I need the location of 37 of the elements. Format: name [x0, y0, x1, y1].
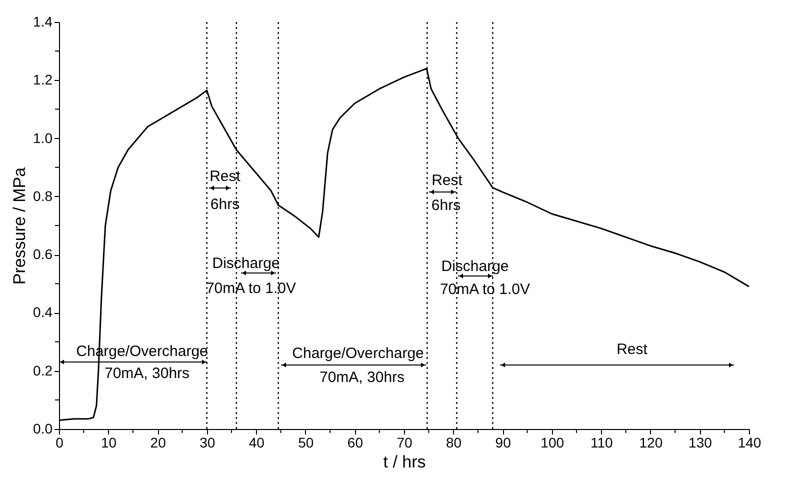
annotation: Discharge	[441, 258, 509, 275]
annotation: Charge/Overcharge	[292, 345, 424, 362]
annotation: 70mA, 30hrs	[104, 365, 190, 382]
x-tick-label: 0	[56, 434, 64, 450]
y-tick-label: 1.0	[33, 130, 53, 146]
x-tick-label: 130	[688, 434, 712, 450]
x-tick-label: 100	[540, 434, 564, 450]
x-tick-label: 30	[200, 434, 216, 450]
y-tick-label: 1.4	[33, 14, 53, 30]
annotation: 6hrs	[210, 196, 240, 213]
x-tick-label: 20	[150, 434, 166, 450]
x-axis-title: t / hrs	[383, 452, 426, 472]
annotation: Rest	[432, 172, 464, 189]
annotation: 70mA to 1.0V	[440, 281, 530, 298]
annotation: 70mA to 1.0V	[206, 280, 296, 297]
annotation: Discharge	[212, 255, 280, 272]
y-tick-label: 0.8	[33, 188, 53, 204]
x-tick-label: 120	[639, 434, 663, 450]
annotation: Rest	[616, 341, 648, 358]
x-tick-label: 50	[298, 434, 314, 450]
x-tick-label: 80	[446, 434, 462, 450]
x-tick-label: 10	[100, 434, 117, 450]
y-tick-label: 0.6	[33, 246, 53, 262]
x-tick-label: 140	[738, 434, 762, 450]
annotation: Rest	[210, 168, 242, 185]
x-tick-label: 90	[495, 434, 512, 450]
y-tick-label: 0.2	[33, 362, 53, 378]
y-tick-label: 1.2	[33, 72, 53, 88]
annotation: 70mA, 30hrs	[319, 369, 405, 386]
annotation: 6hrs	[431, 197, 461, 214]
x-tick-label: 110	[590, 434, 614, 450]
x-tick-label: 70	[396, 434, 412, 450]
y-tick-label: 0.0	[33, 420, 53, 436]
x-tick-label: 60	[347, 434, 364, 450]
y-tick-label: 0.4	[33, 304, 53, 320]
y-axis-title: Pressure / MPa	[10, 166, 30, 285]
x-tick-label: 40	[248, 434, 265, 450]
